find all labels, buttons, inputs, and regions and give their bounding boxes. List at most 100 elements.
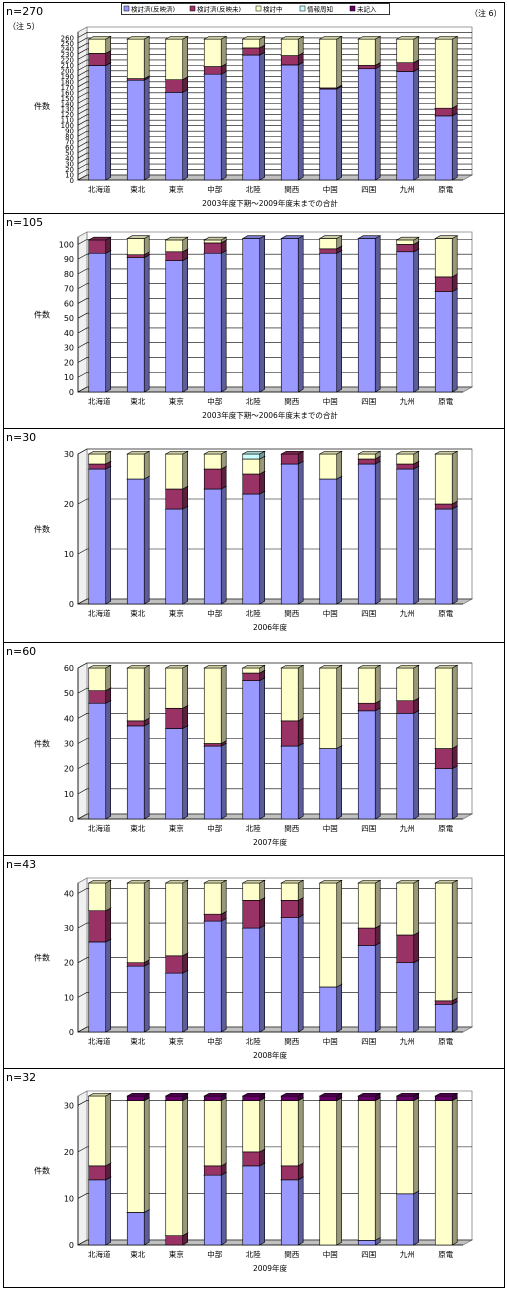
bar-front (243, 1101, 260, 1152)
bar-side (144, 963, 149, 1032)
bar-segment (281, 665, 303, 721)
bar-front (89, 1096, 106, 1166)
y-tick-label: 20 (64, 1148, 74, 1157)
bar-front (397, 883, 414, 935)
bar-front (204, 1175, 221, 1245)
bar-segment (435, 880, 457, 1001)
bar-side (260, 52, 265, 180)
bar-front (127, 721, 144, 726)
bar-side (144, 665, 149, 721)
legend-swatch (124, 6, 129, 11)
x-tick-label: 北海道 (88, 1249, 111, 1259)
bar-side (414, 466, 419, 604)
bar-side (260, 471, 265, 494)
bar-segment (89, 908, 111, 942)
bar-side (414, 960, 419, 1032)
bar-segment (243, 52, 265, 180)
bar-segment (281, 880, 303, 900)
bar-segment (281, 451, 303, 464)
y-tick-label: 70 (64, 285, 74, 294)
x-tick-label: 中国 (323, 823, 338, 833)
bar-segment (358, 1098, 380, 1240)
bar-segment (204, 237, 226, 243)
bar-side (260, 898, 265, 928)
bar-front (166, 668, 183, 708)
bar-side (221, 486, 226, 604)
bar-segment (243, 236, 265, 392)
bar-segment (127, 476, 149, 604)
x-tick-label: 北陸 (246, 1249, 261, 1259)
bar-side (298, 1177, 303, 1245)
bar-side (183, 486, 188, 509)
bar-segment (89, 237, 111, 253)
legend-item: 検討済(反映未) (190, 5, 241, 14)
bar-side (414, 36, 419, 62)
y-tick-label: 0 (69, 1028, 74, 1037)
bar-segment (166, 506, 188, 604)
bar-segment (127, 963, 149, 1032)
bar-front (320, 89, 337, 180)
bar-front (281, 1101, 298, 1166)
x-axis-title: 2003年度下期～2009年度末までの合計 (202, 198, 338, 208)
bar-segment (166, 706, 188, 729)
bar-front (358, 945, 375, 1032)
chart-panel-5: 010203040北海道 東北 東京 中部 北陸 関西 中国 四国 九州 原電2008年度件数n=… (3, 856, 505, 1061)
bar-front (320, 1096, 337, 1101)
bar-front (243, 673, 260, 681)
bar-front (397, 668, 414, 701)
x-tick-label: 中部 (207, 1036, 222, 1046)
bar-segment (127, 723, 149, 819)
bar-side (260, 880, 265, 900)
bar-segment (397, 451, 419, 464)
bar-front (127, 883, 144, 963)
y-axis-title: 件数 (34, 953, 50, 963)
bar-segment (281, 62, 303, 180)
bar-front (166, 956, 183, 973)
bar-segment (358, 665, 380, 703)
bar-front (358, 69, 375, 180)
x-tick-label: 東京 (169, 396, 184, 406)
bar-front (89, 703, 106, 819)
bar-front (281, 238, 298, 392)
bar-segment (358, 236, 380, 392)
bar-front (127, 726, 144, 819)
bar-front (204, 1096, 221, 1101)
bar-side (452, 1002, 457, 1032)
bar-front (243, 1152, 260, 1166)
bar-segment (320, 86, 342, 180)
bar-side (183, 706, 188, 729)
bar-front (435, 292, 452, 392)
bar-side (337, 36, 342, 88)
bar-front (204, 921, 221, 1032)
bar-segment (281, 743, 303, 819)
bar-side (221, 250, 226, 392)
x-tick-label: 中部 (207, 608, 222, 618)
bar-side (106, 250, 111, 392)
bar-front (397, 240, 414, 244)
bar-segment (166, 726, 188, 819)
x-tick-label: 四国 (361, 185, 376, 194)
bar-front (243, 55, 260, 180)
bar-segment (397, 1098, 419, 1194)
y-tick-label: 0 (69, 815, 74, 824)
bar-side (183, 451, 188, 489)
x-tick-label: 中国 (323, 1036, 338, 1046)
legend-label: 検討済(反映済) (131, 5, 175, 14)
bar-front (281, 883, 298, 900)
bar-side (106, 1177, 111, 1245)
n-count-label: n=60 (6, 645, 36, 658)
bar-front (89, 39, 106, 53)
bar-side (337, 1098, 342, 1245)
bar-side (414, 711, 419, 819)
bar-segment (435, 506, 457, 604)
bar-front (281, 1166, 298, 1180)
bar-segment (89, 1177, 111, 1245)
bar-front (358, 65, 375, 68)
panels: 0102030405060708090100110120130140150160… (3, 3, 505, 1288)
bar-front (435, 668, 452, 749)
bar-front (127, 668, 144, 721)
bar-segment (435, 1098, 457, 1245)
bar-segment (89, 466, 111, 604)
bar-front (397, 63, 414, 72)
bar-segment (166, 36, 188, 79)
